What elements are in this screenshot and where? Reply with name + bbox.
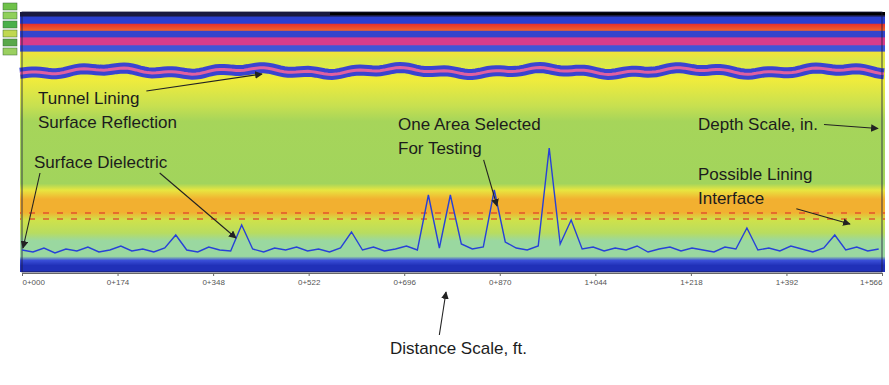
tick-label: 0+000 bbox=[23, 278, 46, 287]
color-key bbox=[3, 48, 17, 55]
tick: 1+566 bbox=[860, 273, 883, 287]
tick-label: 1+392 bbox=[776, 278, 799, 287]
annotation: One Area SelectedFor Testing bbox=[398, 115, 541, 158]
radargram-edge bbox=[330, 12, 885, 15]
annotations: Tunnel LiningSurface Reflection Surface D… bbox=[34, 89, 818, 208]
chart: 0+000 0+174 0+348 0+522 0+696 0+870 1+044 1+218… bbox=[0, 0, 889, 385]
tick-label: 0+870 bbox=[489, 278, 512, 287]
tick: 0+696 bbox=[393, 273, 416, 287]
arrow bbox=[824, 125, 878, 129]
tick-label: 0+348 bbox=[202, 278, 225, 287]
tick-label: 1+044 bbox=[585, 278, 608, 287]
color-key bbox=[3, 30, 17, 37]
tick-mark bbox=[404, 273, 405, 276]
plot-area bbox=[22, 148, 879, 253]
tick-label: 1+566 bbox=[860, 278, 883, 287]
tick-mark bbox=[882, 273, 883, 276]
arrow bbox=[146, 74, 262, 91]
tick: 0+870 bbox=[489, 273, 512, 287]
tick-mark bbox=[691, 273, 692, 276]
tick-label: 1+218 bbox=[680, 278, 703, 287]
annotation: Tunnel LiningSurface Reflection bbox=[38, 89, 177, 132]
tick: 1+044 bbox=[585, 273, 608, 287]
reflection-band bbox=[20, 68, 884, 75]
tick: 1+218 bbox=[680, 273, 703, 287]
plot-frame bbox=[22, 12, 882, 272]
dielectric-trace bbox=[22, 148, 879, 253]
tick: 0+348 bbox=[202, 273, 225, 287]
radargram bbox=[20, 12, 885, 272]
axis-title: Distance Scale, ft. bbox=[390, 339, 527, 358]
tick-mark bbox=[595, 273, 596, 276]
radargram-texture bbox=[20, 210, 885, 222]
tick: 0+174 bbox=[107, 273, 130, 287]
tick-mark bbox=[118, 273, 119, 276]
x-axis: 0+000 0+174 0+348 0+522 0+696 0+870 1+044 1+218… bbox=[23, 273, 884, 287]
color-key bbox=[3, 3, 17, 10]
annotation: Depth Scale, in. bbox=[698, 115, 818, 134]
arrow bbox=[439, 292, 446, 335]
tick-label: 0+174 bbox=[107, 278, 130, 287]
arrow bbox=[23, 173, 40, 248]
color-key bbox=[3, 12, 17, 19]
arrow bbox=[484, 160, 497, 206]
axis-line bbox=[23, 274, 883, 277]
arrow bbox=[796, 209, 850, 224]
tick: 0+000 bbox=[23, 273, 46, 287]
color-key bbox=[3, 39, 17, 46]
tick-mark bbox=[786, 273, 787, 276]
tick: 1+392 bbox=[776, 273, 799, 287]
tick-label: 0+696 bbox=[393, 278, 416, 287]
tick-mark bbox=[213, 273, 214, 276]
annotation: Surface Dielectric bbox=[34, 153, 168, 172]
annotation: Possible LiningInterface bbox=[698, 165, 812, 208]
arrow bbox=[160, 173, 236, 238]
tick: 0+522 bbox=[298, 273, 321, 287]
reflection-band bbox=[20, 68, 884, 75]
tick-label: 0+522 bbox=[298, 278, 321, 287]
color-key bbox=[3, 21, 17, 28]
tick-mark bbox=[500, 273, 501, 276]
tick-mark bbox=[22, 273, 23, 276]
tick-mark bbox=[309, 273, 310, 276]
